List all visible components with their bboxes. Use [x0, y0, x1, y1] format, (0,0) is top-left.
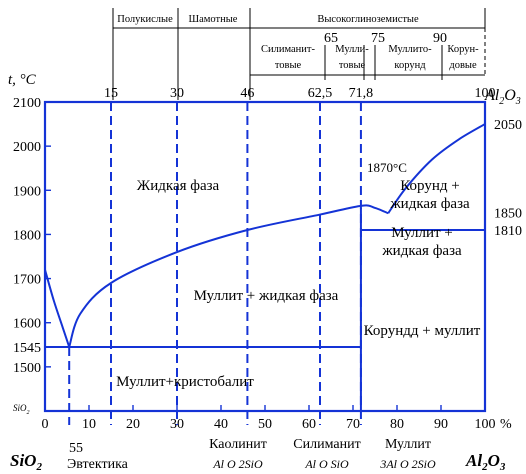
top-tick-label-0: 15	[104, 86, 118, 101]
x-tick-label-4: 40	[214, 417, 228, 432]
mark-75: 75	[371, 31, 385, 46]
top-tick-label-5: 100	[475, 86, 496, 101]
right-temp-label-1: 1850	[494, 206, 522, 221]
liquidus-series-2	[387, 123, 486, 214]
sillimanite-label: Силиманит	[293, 437, 360, 452]
y-tick-label-6: 1545	[13, 341, 41, 356]
label-fireclay: Шамотные	[189, 14, 238, 25]
top-right-formula: Al2O3	[484, 87, 521, 107]
label-corundum-1: Корун-	[447, 44, 479, 55]
svg-text:Al2O3: Al2O3	[484, 87, 521, 107]
mullite-label: Муллит	[385, 437, 431, 452]
bottom-labels: % SiO2 Al2O3 55 Эвтектика Каолинит Al O …	[10, 417, 512, 473]
right-temp-label-2: 1810	[494, 224, 522, 239]
y-tick-label-1: 2000	[13, 140, 41, 155]
eutectic-label: Эвтектика	[67, 457, 129, 472]
left-component: SiO2	[10, 451, 42, 473]
x-tick-label-5: 50	[258, 417, 272, 432]
mark-65: 65	[324, 31, 338, 46]
liquidus-curves	[44, 123, 486, 411]
label-mullite-corundum-2: корунд	[394, 60, 426, 71]
x-tick-label-2: 20	[126, 417, 140, 432]
label-mullite-corundum-1: Муллито-	[388, 44, 432, 55]
liquidus-series-0	[44, 269, 71, 348]
y-tick-label-4: 1700	[13, 273, 41, 288]
region-mullite-liquid: Муллит + жидкая фаза	[194, 288, 339, 304]
x-axis-unit: %	[500, 417, 512, 432]
region-corundum-mullite: Корундд + муллит	[364, 323, 481, 339]
y-tick-label-7: 1500	[13, 361, 41, 376]
sillimanite-formula: Al O SiO	[304, 457, 349, 471]
region-corundum-liquid-1: Корунд +	[400, 178, 459, 194]
top-tick-label-2: 46	[240, 86, 254, 101]
top-tick-label-4: 71,8	[349, 86, 374, 101]
region-labels: Жидкая фаза Муллит + жидкая фаза Корунд …	[116, 160, 481, 390]
y-axis-unit: t, °C	[8, 72, 37, 88]
x-tick-label-7: 70	[346, 417, 360, 432]
kaolinite-label: Каолинит	[209, 437, 267, 452]
region-corundum-liquid-2: жидкая фаза	[389, 196, 470, 212]
label-high-alumina: Высокоглиноземистые	[317, 14, 419, 25]
x-tick-label-9: 90	[434, 417, 448, 432]
label-semi-acid: Полукислые	[117, 14, 173, 25]
y-tick-label-0: 2100	[13, 96, 41, 111]
label-corundum-2: довые	[449, 60, 477, 71]
region-mullite-liquid-r2: жидкая фаза	[381, 243, 462, 259]
x-tick-label-8: 80	[390, 417, 404, 432]
top-tick-label-3: 62,5	[308, 86, 333, 101]
label-1870: 1870°С	[367, 160, 407, 175]
right-temp-label-0: 2050	[494, 118, 522, 133]
left-axis-sio2-small: SiO2	[13, 403, 30, 416]
region-liquid: Жидкая фаза	[137, 178, 220, 194]
kaolinite-formula: Al O 2SiO	[212, 457, 263, 471]
mullite-formula: 3Al O 2SiO	[379, 457, 436, 471]
region-mullite-liquid-r1: Муллит +	[391, 225, 453, 241]
x-tick-label-6: 60	[302, 417, 316, 432]
label-sillimanite-1: Силиманит-	[261, 44, 316, 55]
y-tick-label-5: 1600	[13, 317, 41, 332]
eutectic-value: 55	[69, 441, 83, 456]
right-component: Al2O3	[465, 451, 506, 473]
label-sillimanite-2: товые	[275, 60, 302, 71]
axis-ticks: 2100 2000 1900 1800 1700 1600 1545 1500 0 10 20 30 4…	[13, 86, 522, 432]
top-tick-label-1: 30	[170, 86, 184, 101]
region-mullite-cristobalite: Муллит+кристобалит	[116, 374, 254, 390]
liquidus-series-1	[68, 204, 389, 348]
x-tick-label-0: 0	[42, 417, 49, 432]
y-tick-label-2: 1900	[13, 184, 41, 199]
label-mullite-2: товые	[339, 60, 366, 71]
classification-header: Полукислые Шамотные Высокоглиноземистые …	[112, 8, 486, 100]
mark-90: 90	[433, 31, 447, 46]
y-tick-label-3: 1800	[13, 228, 41, 243]
x-tick-label-10: 100	[475, 417, 496, 432]
label-mullite-1: Мулли-	[335, 44, 369, 55]
x-tick-label-1: 10	[82, 417, 96, 432]
